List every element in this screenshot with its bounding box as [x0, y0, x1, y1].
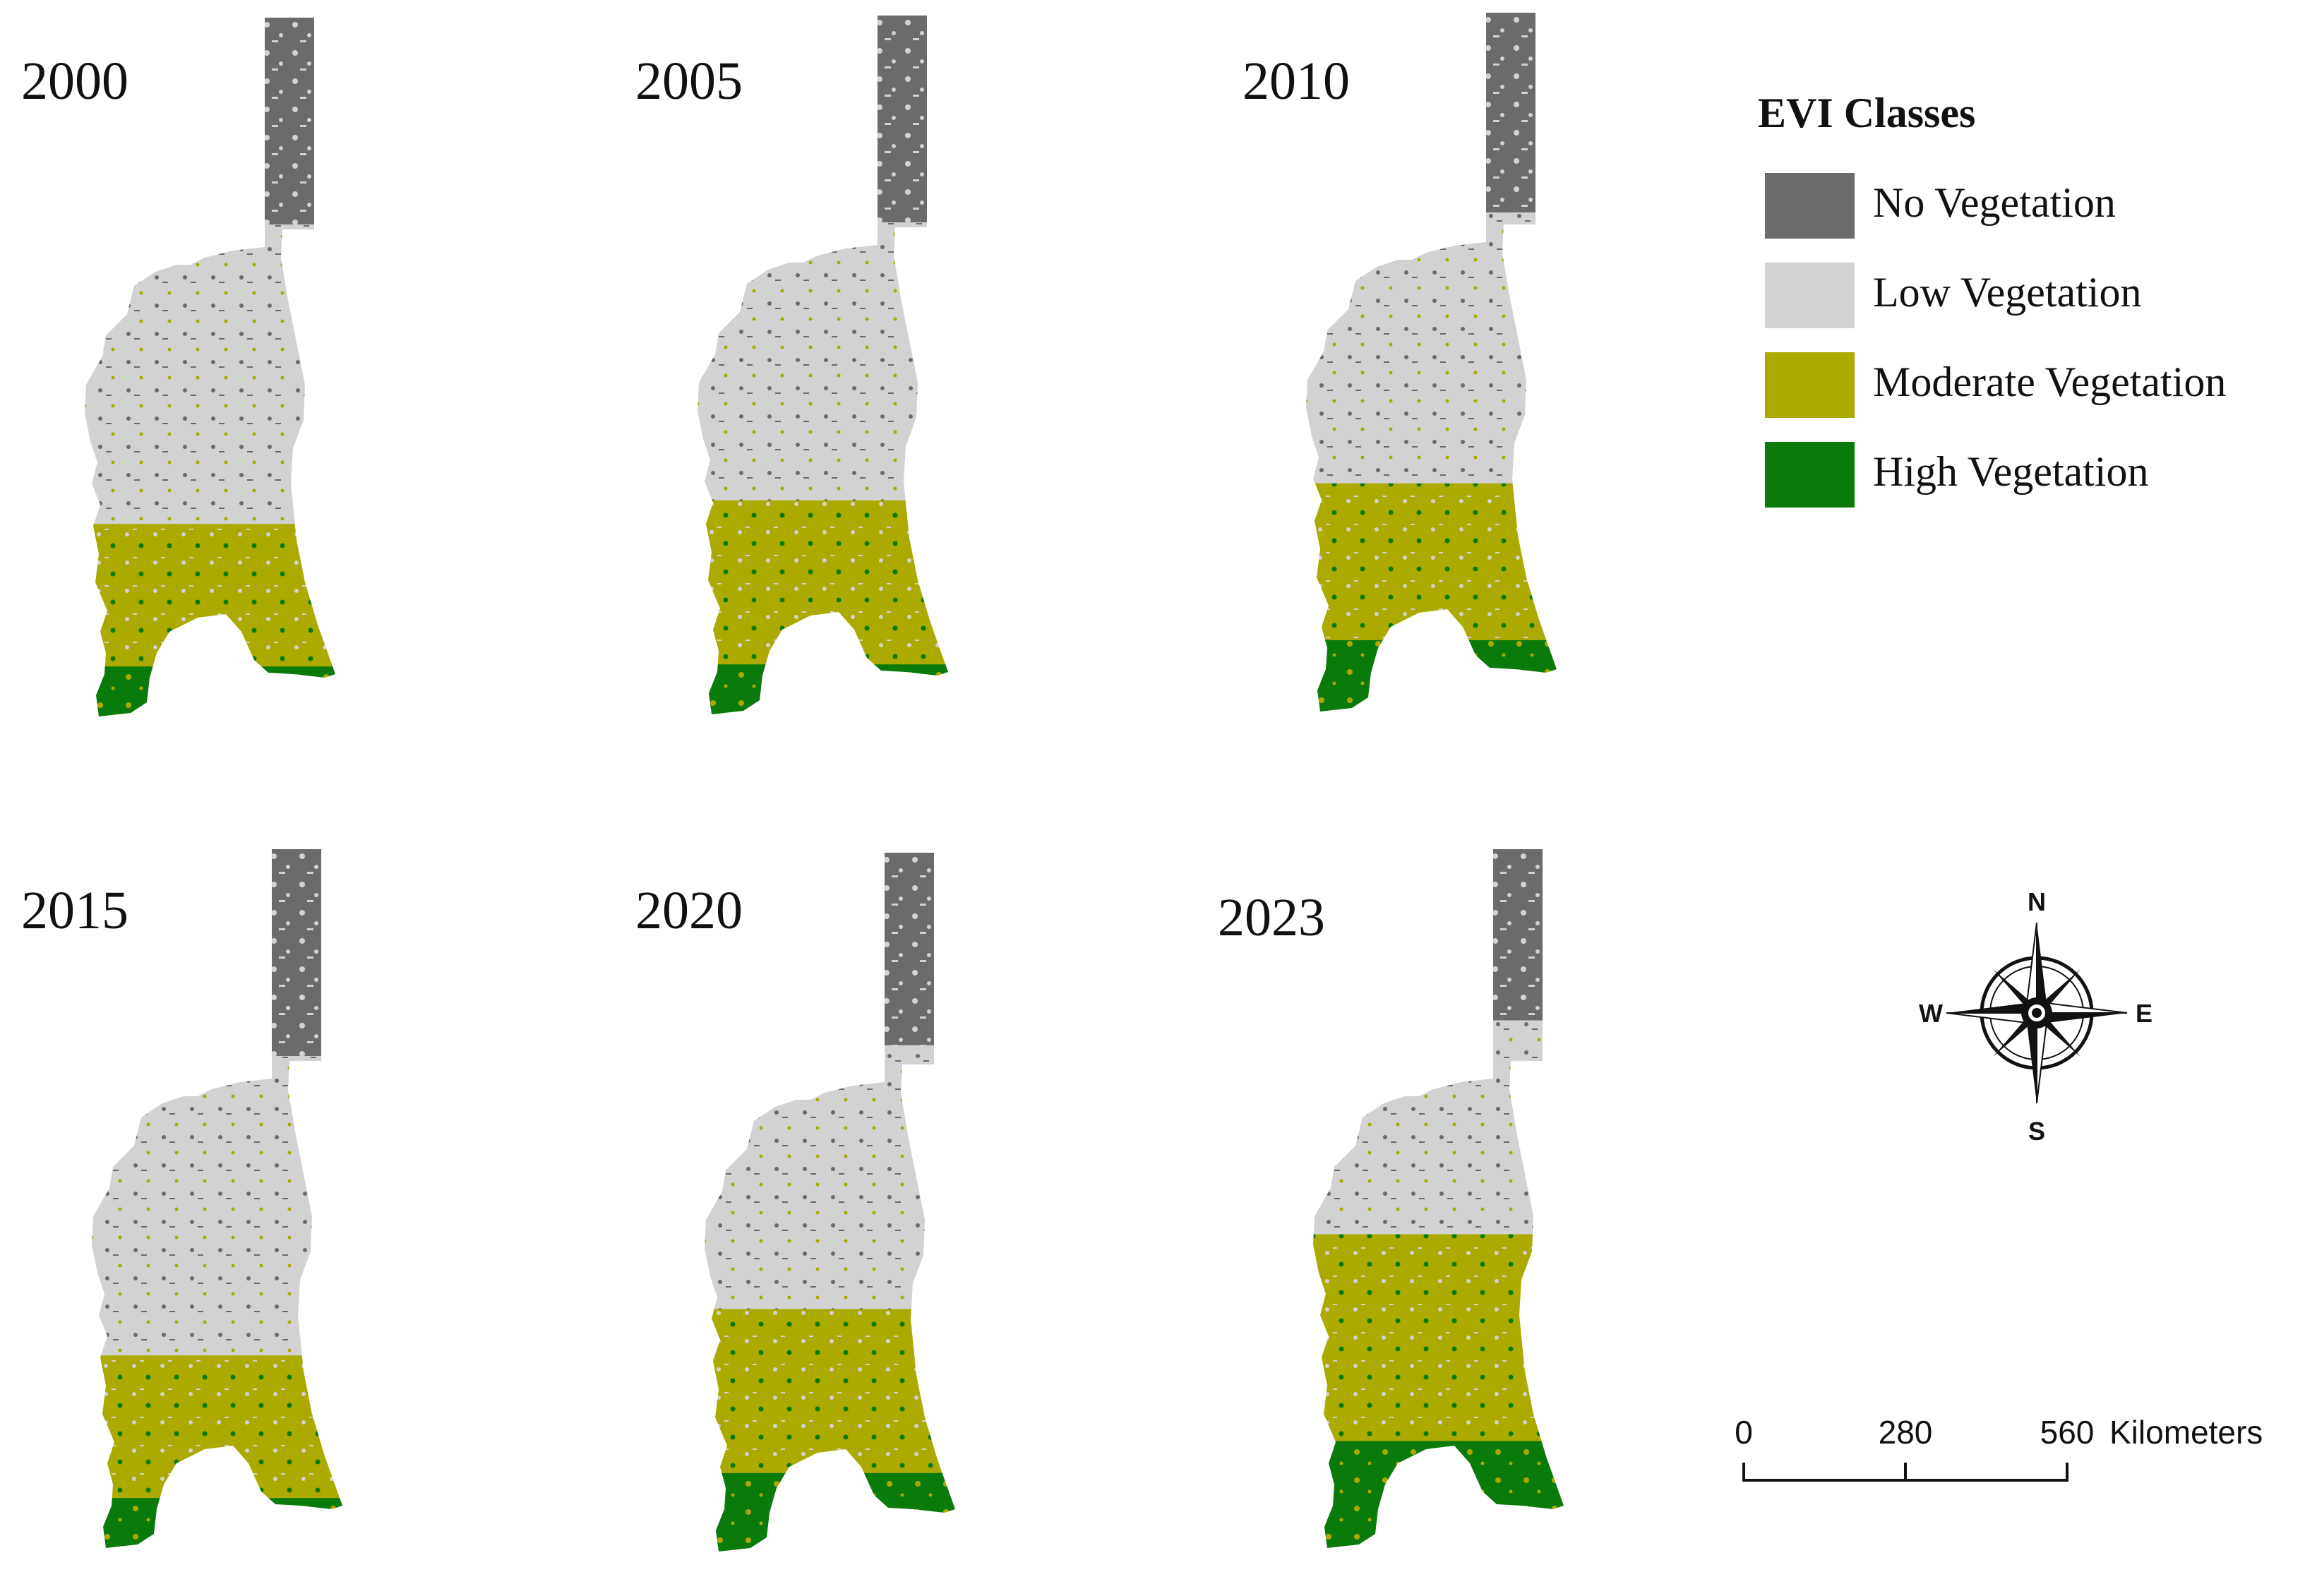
evi-band-dark — [85, 18, 335, 226]
evi-band-light — [92, 1056, 342, 1357]
map-panel-2005 — [698, 16, 948, 714]
map-panel-2010 — [1306, 13, 1557, 712]
legend-title: EVI Classes — [1758, 90, 1975, 136]
compass-label-s: S — [2028, 1117, 2045, 1146]
legend-swatch-light — [1765, 263, 1855, 328]
evi-band-green — [92, 1498, 342, 1548]
evi-band-olive — [92, 1355, 342, 1500]
map-panel-2020 — [705, 853, 955, 1552]
legend-label-dark: No Vegetation — [1873, 179, 2116, 226]
evi-band-olive — [705, 1309, 955, 1475]
legend-label-green: High Vegetation — [1873, 448, 2149, 495]
year-label-2010: 2010 — [1243, 52, 1350, 111]
scale-unit: Kilometers — [2109, 1414, 2263, 1451]
evi-band-light — [705, 1045, 955, 1311]
map-panel-2015 — [92, 849, 342, 1548]
year-label-2015: 2015 — [21, 881, 128, 940]
evi-band-dark — [705, 853, 955, 1047]
evi-band-olive — [1306, 483, 1557, 642]
evi-band-dark — [698, 16, 948, 224]
scale-tick-0: 0 — [1735, 1414, 1753, 1451]
evi-band-light — [698, 222, 948, 502]
map-panel-2023 — [1313, 849, 1564, 1548]
evi-band-dark — [1313, 849, 1564, 1022]
legend-swatch-green — [1765, 442, 1855, 508]
map-panels: 2000 2005 2010 2015 2020 2023 — [21, 13, 1564, 1552]
evi-band-green — [1313, 1441, 1564, 1548]
scale-tick-280: 280 — [1879, 1414, 1933, 1451]
legend-label-light: Low Vegetation — [1873, 269, 2141, 316]
year-label-2023: 2023 — [1218, 888, 1325, 947]
compass-label-n: N — [2028, 887, 2046, 916]
evi-band-dark — [92, 849, 342, 1057]
scale-bar: 0 280 560 Kilometers — [1735, 1414, 2263, 1482]
evi-band-green — [1306, 640, 1557, 712]
evi-band-olive — [1313, 1234, 1564, 1443]
legend-label-olive: Moderate Vegetation — [1873, 359, 2226, 405]
legend-swatch-olive — [1765, 352, 1855, 418]
year-label-2005: 2005 — [635, 52, 743, 111]
evi-band-green — [705, 1472, 955, 1552]
legend-swatch-dark — [1765, 173, 1855, 239]
year-label-2000: 2000 — [21, 52, 128, 111]
legend: EVI Classes No Vegetation Low Vegetation M… — [1758, 90, 2226, 508]
evi-band-olive — [85, 524, 335, 668]
map-panel-2000 — [85, 18, 335, 716]
compass-label-w: W — [1919, 999, 1943, 1028]
evi-band-green — [698, 664, 948, 714]
compass-label-e: E — [2136, 999, 2153, 1028]
year-label-2020: 2020 — [635, 881, 743, 940]
evi-band-light — [85, 224, 335, 526]
evi-band-olive — [698, 500, 948, 666]
scale-tick-560: 560 — [2040, 1414, 2095, 1451]
evi-band-green — [85, 666, 335, 716]
evi-band-light — [1313, 1020, 1564, 1236]
evi-band-light — [1306, 212, 1557, 485]
north-arrow-icon: N S E W — [1919, 887, 2153, 1146]
